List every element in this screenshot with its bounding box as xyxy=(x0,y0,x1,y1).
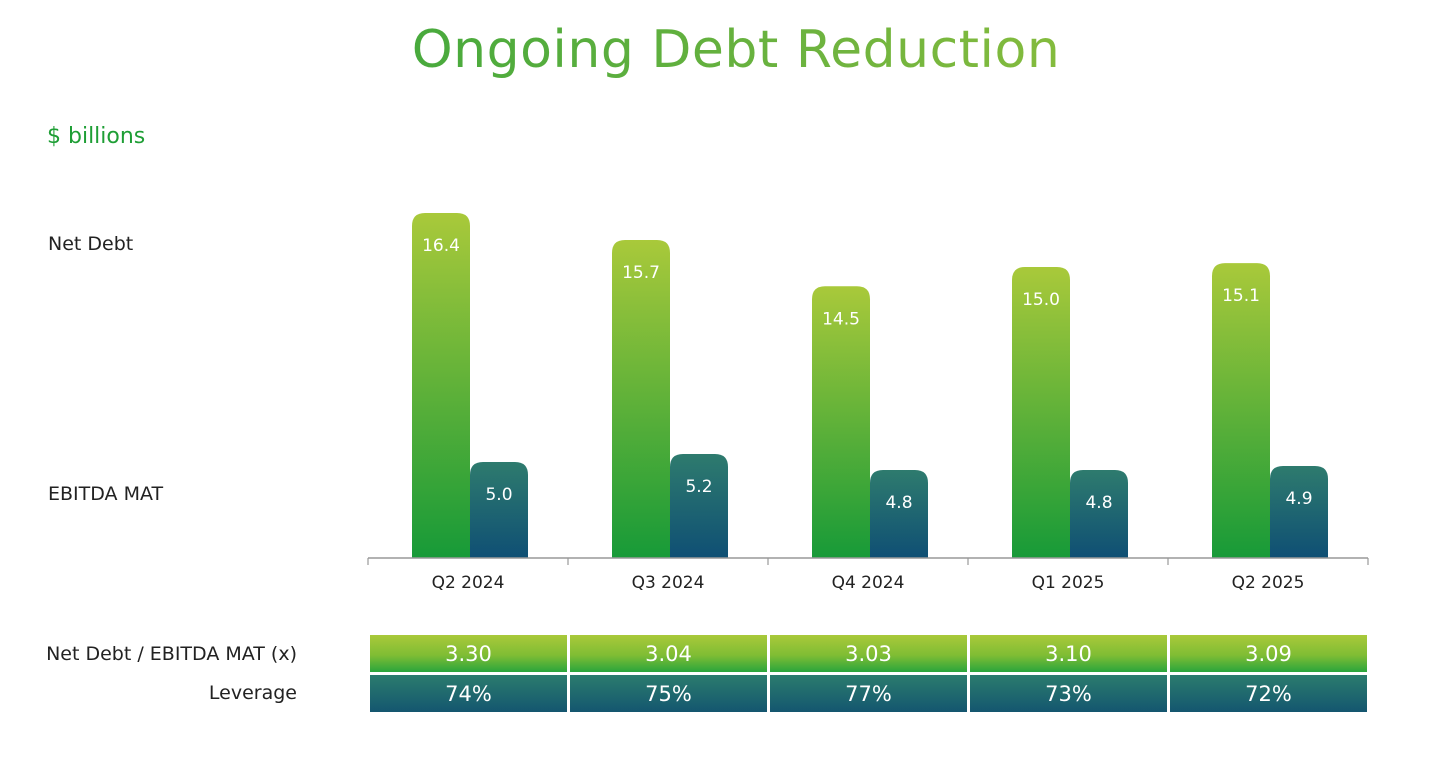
leverage-cell-q2-2025: 72% xyxy=(1170,675,1367,712)
bar-net-debt-q1-2025 xyxy=(1012,267,1070,558)
ratio-cell-q2-2025: 3.09 xyxy=(1170,635,1367,672)
bar-chart: 16.4 5.0 15.7 5.2 14.5 4.8 15.0 4.8 15.1 4.9 Q2 2… xyxy=(367,213,1369,593)
x-tick-label-q2-2025: Q2 2025 xyxy=(1232,573,1305,593)
data-label-ebitda-mat-q1-2025: 4.8 xyxy=(1085,493,1112,513)
metrics-table: 3.30 3.04 3.03 3.10 3.09 74% 75% 77% 73%… xyxy=(370,635,1370,715)
bar-net-debt-q2-2025 xyxy=(1212,263,1270,558)
series-label-ebitda: EBITDA MAT xyxy=(48,483,164,505)
bar-net-debt-q4-2024 xyxy=(812,286,870,558)
bar-ebitda-mat-q2-2025 xyxy=(1270,466,1328,558)
series-label-net-debt: Net Debt xyxy=(48,233,134,255)
data-label-net-debt-q3-2024: 15.7 xyxy=(622,263,660,283)
data-label-ebitda-mat-q2-2025: 4.9 xyxy=(1285,489,1312,509)
bar-ebitda-mat-q4-2024 xyxy=(870,470,928,558)
bar-ebitda-mat-q3-2024 xyxy=(670,454,728,558)
table-row-leverage: 74% 75% 77% 73% 72% xyxy=(370,675,1370,715)
data-label-net-debt-q2-2025: 15.1 xyxy=(1222,286,1260,306)
data-label-ebitda-mat-q2-2024: 5.0 xyxy=(485,485,512,505)
leverage-cell-q2-2024: 74% xyxy=(370,675,567,712)
unit-label: $ billions xyxy=(47,124,146,149)
leverage-cell-q3-2024: 75% xyxy=(570,675,767,712)
data-label-net-debt-q1-2025: 15.0 xyxy=(1022,290,1060,310)
x-tick-label-q1-2025: Q1 2025 xyxy=(1032,573,1105,593)
leverage-cell-q4-2024: 77% xyxy=(770,675,967,712)
bar-net-debt-q2-2024 xyxy=(412,213,470,558)
bar-ebitda-mat-q2-2024 xyxy=(470,462,528,558)
leverage-cell-q1-2025: 73% xyxy=(970,675,1167,712)
page-title: Ongoing Debt Reduction xyxy=(0,20,1456,80)
ratio-cell-q4-2024: 3.03 xyxy=(770,635,967,672)
data-label-ebitda-mat-q3-2024: 5.2 xyxy=(685,477,712,497)
x-tick-label-q2-2024: Q2 2024 xyxy=(432,573,505,593)
table-row-ratio: 3.30 3.04 3.03 3.10 3.09 xyxy=(370,635,1370,675)
data-label-ebitda-mat-q4-2024: 4.8 xyxy=(885,493,912,513)
bar-ebitda-mat-q1-2025 xyxy=(1070,470,1128,558)
x-tick-label-q3-2024: Q3 2024 xyxy=(632,573,705,593)
ratio-cell-q1-2025: 3.10 xyxy=(970,635,1167,672)
table-label-leverage: Leverage xyxy=(208,682,297,704)
x-tick-label-q4-2024: Q4 2024 xyxy=(832,573,905,593)
table-label-ratio: Net Debt / EBITDA MAT (x) xyxy=(46,643,297,665)
bar-net-debt-q3-2024 xyxy=(612,240,670,558)
ratio-cell-q3-2024: 3.04 xyxy=(570,635,767,672)
ratio-cell-q2-2024: 3.30 xyxy=(370,635,567,672)
data-label-net-debt-q2-2024: 16.4 xyxy=(422,236,460,256)
data-label-net-debt-q4-2024: 14.5 xyxy=(822,309,860,329)
